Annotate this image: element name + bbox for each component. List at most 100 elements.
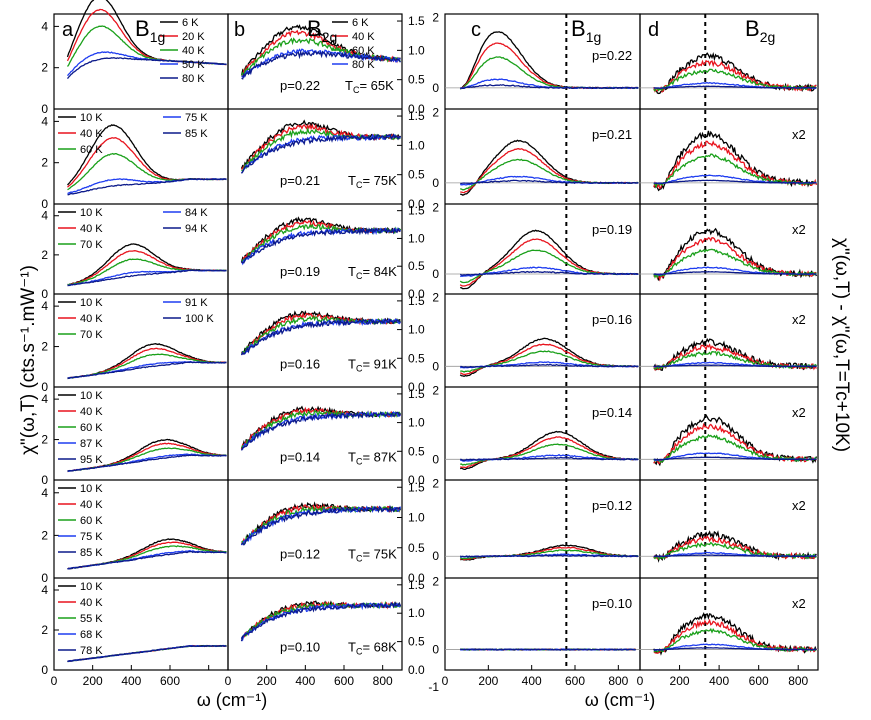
legend-label-b: 6 K <box>352 17 369 29</box>
legend-label: 84 K <box>185 207 208 219</box>
y-tick-label-a: 0 <box>41 663 48 677</box>
y-tick-label-a: 4 <box>41 583 48 597</box>
x-tick-label: 400 <box>121 674 141 688</box>
series-d-green <box>653 541 817 560</box>
y-tick-label-b: 0.5 <box>408 73 425 87</box>
series-c-black <box>460 544 639 561</box>
y-tick-label-b: 0.0 <box>408 473 425 487</box>
series-b-navy <box>240 318 401 356</box>
x-tick-label: 600 <box>749 674 769 688</box>
series-d-red <box>653 236 817 282</box>
series-b-red <box>240 219 401 264</box>
legend-label: 70 K <box>80 239 103 251</box>
x-tick-label: 400 <box>295 674 315 688</box>
y-tick-label-b: 1.5 <box>408 578 425 592</box>
legend-label: 10 K <box>80 483 103 495</box>
legend-label: 75 K <box>185 112 208 124</box>
legend-label: 50 K <box>182 59 205 71</box>
y-tick-label-b: 1.0 <box>408 323 425 337</box>
symmetry-b1g-a: B1g <box>135 16 165 45</box>
y-tick-label-b: 1.5 <box>408 204 425 218</box>
legend-label: 75 K <box>80 531 103 543</box>
x-axis-label-right: ω (cm⁻¹) <box>585 690 656 710</box>
x2-label: x2 <box>792 596 806 611</box>
y-tick-label-b: 1.0 <box>408 138 425 152</box>
legend-label: 80 K <box>182 73 205 85</box>
series-d-red <box>653 140 818 190</box>
legend-label: 60 K <box>80 515 103 527</box>
x-tick-label: 0 <box>225 674 232 688</box>
y-tick-label-c: 0 <box>432 81 439 95</box>
y-tick-label-c: 0 <box>432 176 439 190</box>
series-a-blue <box>67 269 227 287</box>
y-tick-label-a: 0 <box>41 571 48 585</box>
y-tick-label-c: 0 <box>432 549 439 563</box>
y-tick-label-b: 0.0 <box>408 571 425 585</box>
y-tick-label-c: 0 <box>432 452 439 466</box>
y-tick-label-a: 4 <box>41 299 48 313</box>
series-d-navy <box>653 647 817 651</box>
panels-layer: 0 200 400 600 0 200 400 600 800 0 200 400 600 800 0 200… <box>41 0 819 694</box>
x-tick-label: 800 <box>788 674 808 688</box>
y-tick-label-c: 2 <box>432 477 439 491</box>
doping-label-c: p=0.19 <box>592 222 632 237</box>
labels-layer: a b c d B1g B2g B1g B2g χ"(ω,T) (cts.s⁻¹… <box>18 16 852 710</box>
x-tick-label: 0 <box>51 674 58 688</box>
y-tick-label-a: 0 <box>41 287 48 301</box>
legend-label: 78 K <box>80 645 103 657</box>
x2-label: x2 <box>792 498 806 513</box>
y-axis-label-left: χ"(ω,T) (cts.s⁻¹.mW⁻¹) <box>18 265 39 455</box>
doping-label-c: p=0.14 <box>592 405 632 420</box>
series-b-navy <box>241 227 401 264</box>
series-a-blue <box>67 178 227 195</box>
x2-label: x2 <box>792 405 806 420</box>
panel-label-c: c <box>471 19 481 41</box>
doping-label-c: p=0.22 <box>592 48 632 63</box>
series-d-green <box>653 627 817 653</box>
series-c-navy <box>460 179 639 185</box>
y-tick-label-a: 2 <box>41 156 48 170</box>
frame-b <box>227 13 403 671</box>
series-d-navy <box>653 456 817 461</box>
series-d-green <box>653 68 817 92</box>
legend-label: 91 K <box>185 297 208 309</box>
series-a-navy <box>67 178 227 196</box>
y-tick-label-a: 2 <box>41 623 48 637</box>
legend-label: 10 K <box>80 297 103 309</box>
y-tick-label-c: -1 <box>428 680 439 694</box>
x2-label: x2 <box>792 127 806 142</box>
y-tick-label-b: 1.0 <box>408 43 425 57</box>
legend-label: 40 K <box>80 499 103 511</box>
tc-label: TC= 87K <box>348 449 397 466</box>
y-tick-label-a: 2 <box>41 528 48 542</box>
y-tick-label-a: 0 <box>41 197 48 211</box>
y-tick-label-a: 0 <box>41 102 48 116</box>
y-tick-label-c: 2 <box>432 383 439 397</box>
series-a-navy <box>67 644 227 663</box>
y-tick-label-c: 2 <box>432 106 439 120</box>
legend-label: 70 K <box>80 329 103 341</box>
y-tick-label-b: 1.0 <box>408 231 425 245</box>
y-tick-label-b: 0.0 <box>408 102 425 116</box>
legend-label: 40 K <box>80 597 103 609</box>
y-tick-label-a: 0 <box>41 473 48 487</box>
x-axis-label-left: ω (cm⁻¹) <box>197 690 268 710</box>
y-tick-label-c: 0 <box>432 359 439 373</box>
legend-label: 40 K <box>182 45 205 57</box>
legend-label: 10 K <box>80 112 103 124</box>
legend-label: 100 K <box>185 313 214 325</box>
legend-label: 55 K <box>80 613 103 625</box>
series-c-navy <box>460 83 639 90</box>
legend-label: 40 K <box>80 406 103 418</box>
y-tick-label-c: 0 <box>432 267 439 281</box>
series-c-black <box>459 430 639 471</box>
series-a-green <box>67 152 227 191</box>
legend-label: 85 K <box>185 128 208 140</box>
doping-label-b: p=0.10 <box>280 640 320 655</box>
x-tick-label: 400 <box>522 674 542 688</box>
series-b-navy <box>240 411 402 451</box>
series-c-red <box>460 148 639 194</box>
y-tick-label-a: 0 <box>41 380 48 394</box>
legend-label: 40 K <box>80 223 103 235</box>
legend-label: 95 K <box>80 454 103 466</box>
